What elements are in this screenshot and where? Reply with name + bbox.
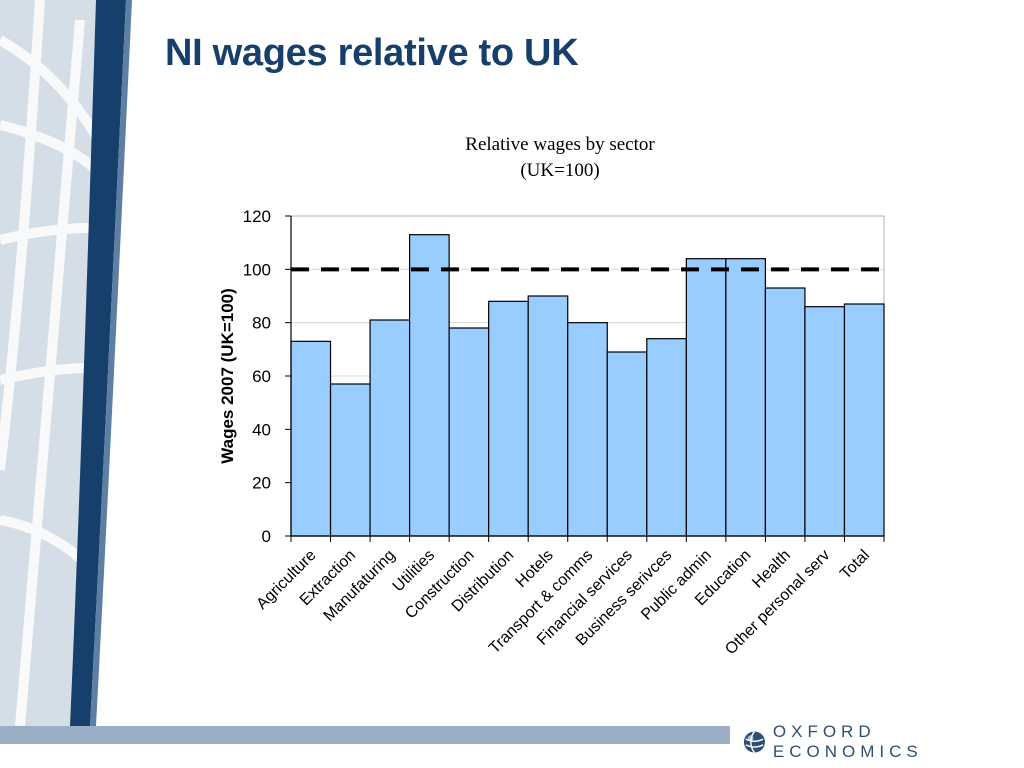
bar (764, 287, 806, 537)
chart-subtitle: (UK=100) (520, 160, 600, 181)
bar (843, 303, 885, 537)
bar (329, 383, 371, 537)
y-tick-label: 60 (252, 367, 271, 386)
bar (290, 340, 332, 537)
axes (285, 215, 885, 542)
x-tick-label: Total (837, 547, 873, 583)
bars (290, 234, 885, 537)
globe-icon (743, 731, 765, 753)
chart-title: Relative wages by sector (465, 134, 655, 155)
y-axis-label: Wages 2007 (UK=100) (218, 288, 237, 464)
y-tick-label: 100 (243, 260, 271, 279)
bar (369, 319, 411, 537)
bar (725, 258, 766, 537)
bar (804, 306, 846, 537)
y-tick-label: 120 (243, 207, 271, 226)
y-tick-labels: 0 20 40 60 80 100 120 (243, 207, 271, 546)
y-tick-label: 0 (262, 527, 271, 546)
bar (409, 234, 450, 537)
bar (488, 300, 529, 537)
footer-bar (0, 726, 730, 744)
bar (567, 322, 608, 537)
x-tick-label: Manufaturing (321, 547, 399, 625)
x-tick-labels: AgricultureExtractionManufaturingUtiliti… (253, 547, 873, 658)
bar (527, 295, 569, 537)
slide-title: NI wages relative to UK (165, 32, 579, 74)
bar (606, 351, 648, 537)
y-tick-label: 20 (252, 474, 271, 493)
y-tick-label: 80 (252, 314, 271, 333)
brand-logo: OXFORD ECONOMICS (742, 722, 1024, 762)
y-tick-label: 40 (252, 420, 271, 439)
bar (646, 338, 687, 537)
bar (448, 327, 490, 537)
bar (685, 258, 727, 537)
brand-name: OXFORD ECONOMICS (772, 722, 923, 761)
